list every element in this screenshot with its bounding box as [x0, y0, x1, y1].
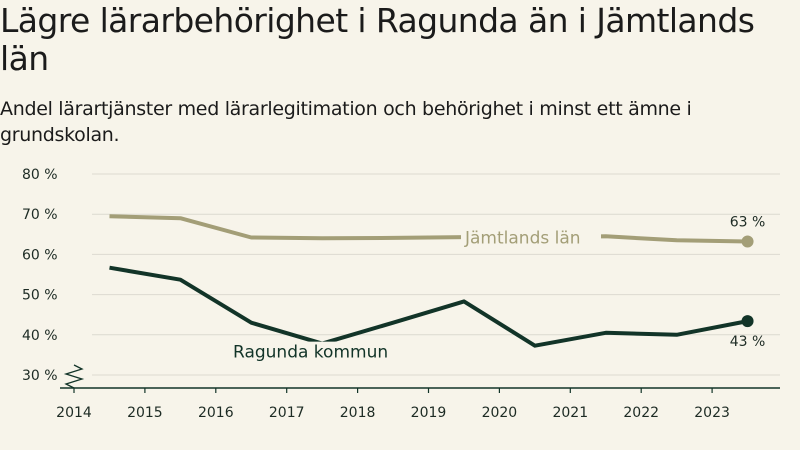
x-tick-label: 2015	[127, 405, 163, 421]
x-tick-label: 2019	[411, 405, 447, 421]
x-tick-label: 2014	[56, 405, 92, 421]
chart-subtitle: Andel lärartjänster med lärarlegitimatio…	[0, 98, 692, 146]
x-tick-label: 2017	[269, 405, 305, 421]
x-tick-label: 2016	[198, 405, 234, 421]
series-lines	[109, 214, 754, 348]
x-axis-ticks: 2014 2015 2016 2017 2018 2019 2020 2021 2022 2023	[56, 388, 730, 421]
series-label-jamtland: Jämtlands län	[464, 229, 581, 249]
series-labels: Jämtlands län Ragunda kommun 63 % 43 %	[229, 215, 765, 364]
y-tick-label: 80 %	[22, 167, 58, 183]
x-tick-label: 2020	[482, 405, 518, 421]
y-tick-label: 40 %	[22, 328, 58, 344]
series-line-jamtland	[109, 214, 748, 244]
x-tick-label: 2023	[694, 405, 730, 421]
end-label-ragunda: 43 %	[730, 334, 766, 350]
end-marker-ragunda	[741, 315, 754, 328]
y-axis-ticks: 30 % 40 % 50 % 60 % 70 % 80 %	[22, 167, 58, 384]
label-knockout	[461, 227, 601, 250]
y-tick-label: 60 %	[22, 247, 58, 263]
x-tick-label: 2022	[623, 405, 659, 421]
series-line-ragunda	[109, 265, 748, 348]
y-tick-label: 50 %	[22, 288, 58, 304]
y-tick-label: 70 %	[22, 207, 58, 223]
x-tick-label: 2018	[340, 405, 376, 421]
gridlines	[60, 173, 780, 389]
chart-title: Lägre lärarbehörighet i Ragunda än i Jäm…	[0, 1, 755, 78]
y-tick-label: 30 %	[22, 368, 58, 384]
x-tick-label: 2021	[552, 405, 588, 421]
end-label-jamtland: 63 %	[730, 215, 766, 231]
series-label-ragunda: Ragunda kommun	[233, 343, 388, 363]
axis-break-icon	[63, 364, 85, 389]
label-knockout	[229, 341, 411, 364]
end-marker-jamtland	[741, 235, 754, 248]
